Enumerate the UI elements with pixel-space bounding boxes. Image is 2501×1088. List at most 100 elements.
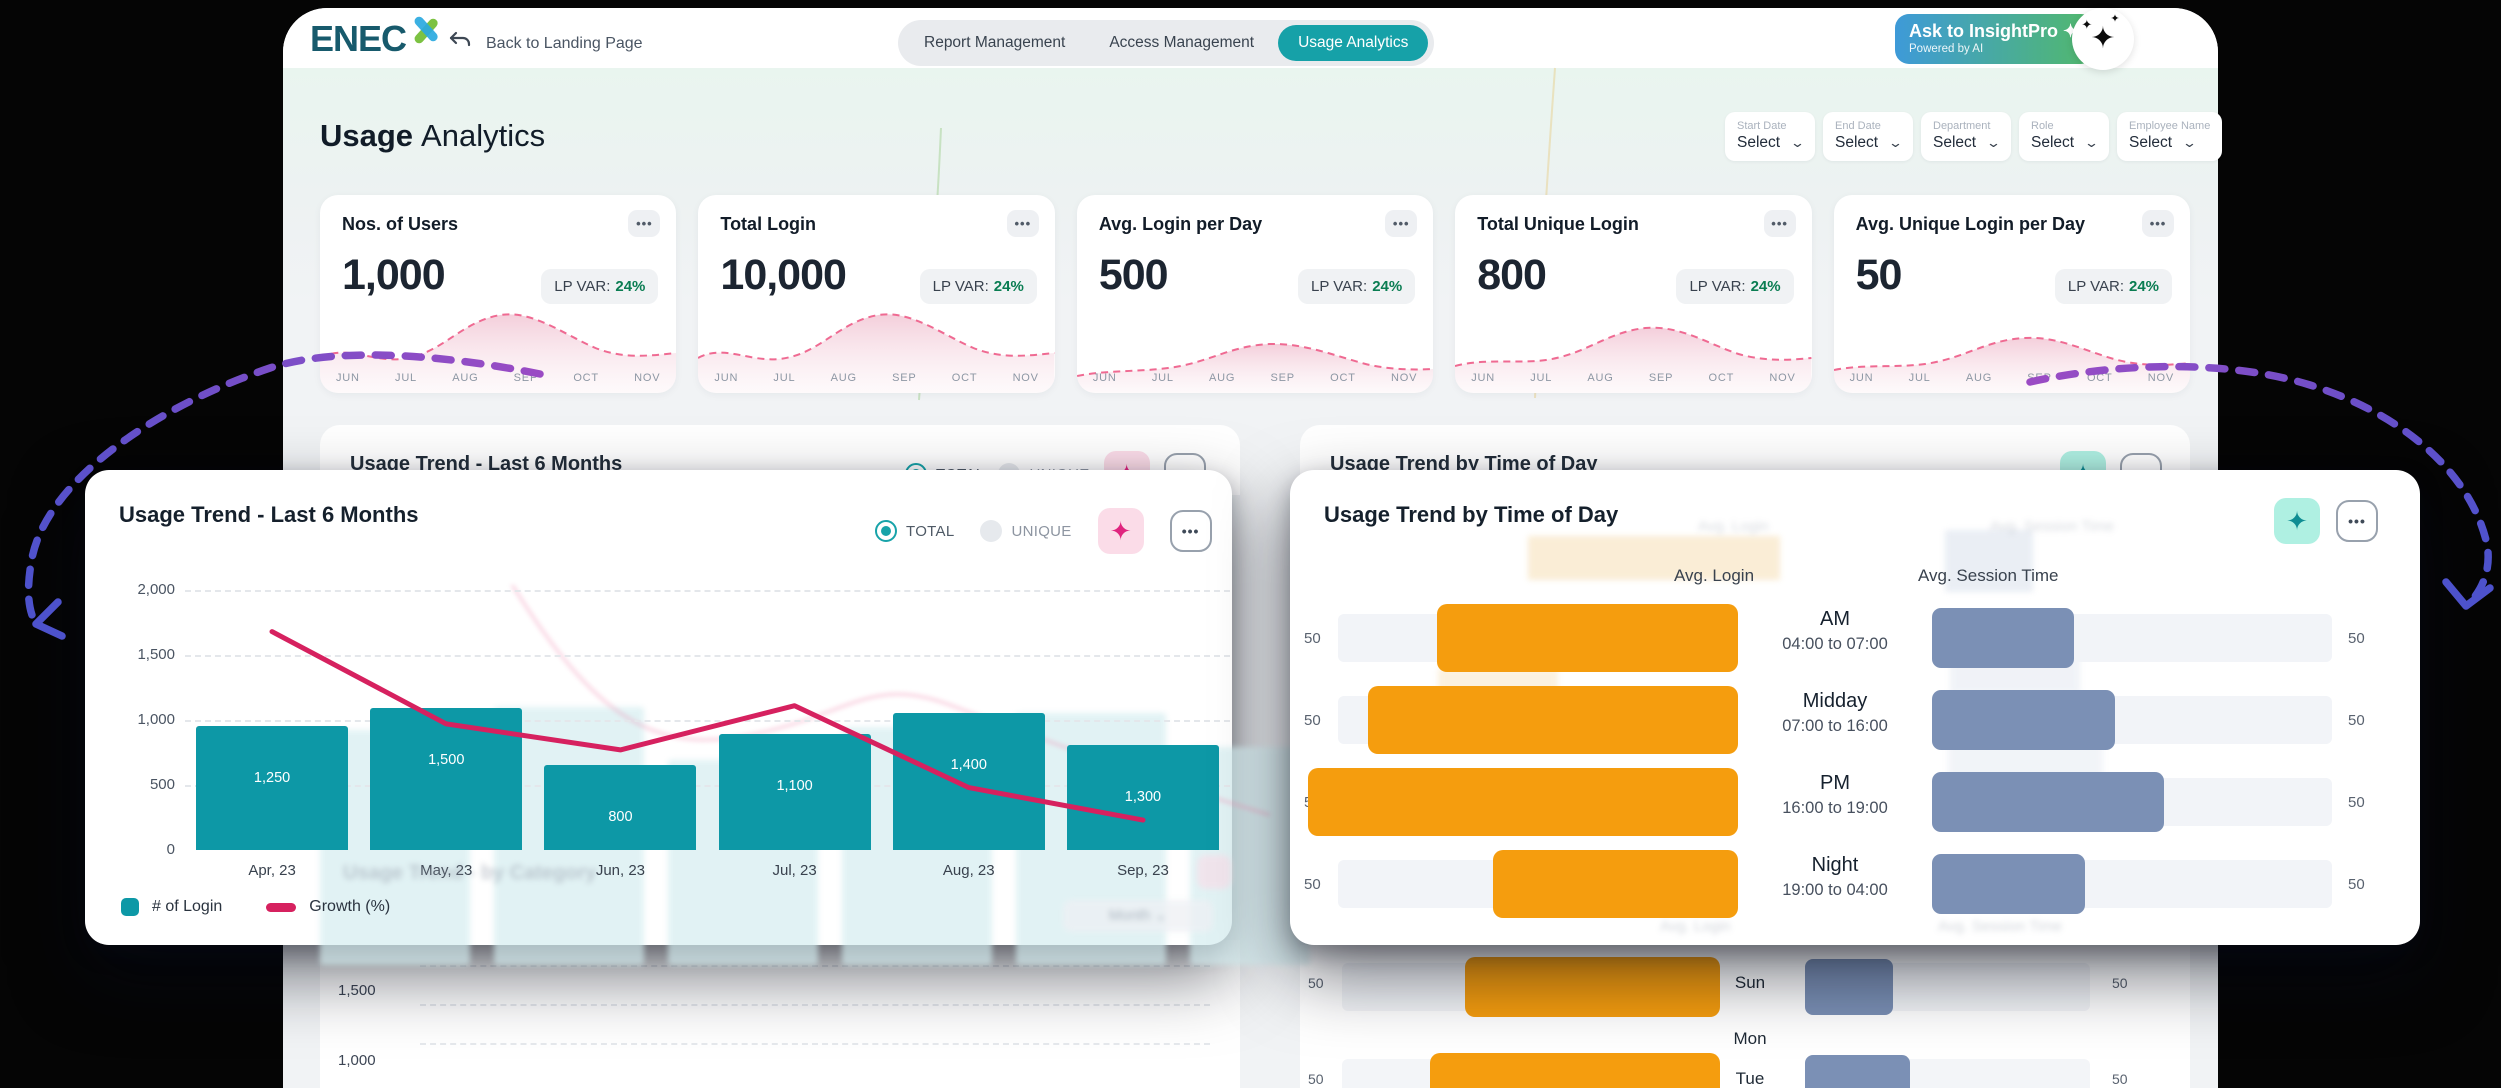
avg-session-bar: [1932, 690, 2115, 750]
avg-session-bar: [1932, 608, 2074, 668]
avg-login-bar: [1437, 604, 1738, 672]
popup-title: Usage Trend - Last 6 Months: [119, 502, 419, 527]
popup-usage-trend-last-6-months: Usage Trend - Last 6 Months TOTAL UNIQUE…: [85, 470, 1310, 965]
popup-usage-trend-time-of-day: Usage Trend by Time of Day ✦ ••• Avg. Lo…: [1290, 470, 2420, 945]
ghost-label: Avg. Session Time: [1990, 518, 2114, 535]
avg-session-column-header: Avg. Session Time: [1918, 566, 2059, 585]
y-tick: 1,500: [137, 646, 175, 663]
left-arrowhead: [32, 598, 66, 640]
ghost-label: Avg. Session Time: [1938, 918, 2062, 935]
powered-by-ai-label: Powered by AI: [1909, 43, 1984, 55]
right-arrowhead: [2442, 578, 2494, 610]
more-options-button[interactable]: •••: [1169, 510, 1212, 552]
avg-session-bar: [1932, 772, 2164, 832]
avg-login-column-header: Avg. Login: [1674, 566, 1755, 585]
kpi-value: 1,000: [342, 251, 446, 299]
bar-jul: 1,100: [718, 734, 871, 850]
radio-total[interactable]: TOTAL: [875, 520, 954, 542]
avg-login-bar: [1465, 957, 1720, 1017]
avg-session-bar: [1805, 959, 1893, 1015]
ask-insightpro-button[interactable]: Ask to InsightPro ✦ Powered by AI: [1895, 14, 2095, 64]
more-options-button[interactable]: •••: [628, 210, 661, 237]
more-options-button[interactable]: •••: [2336, 500, 2378, 542]
y-tick: 2,000: [137, 581, 175, 598]
popup-title: Usage Trend by Time of Day: [1324, 502, 1619, 527]
bar-chart-plot: 1,250 1,500 800 1,100 1,400 1,300: [185, 590, 1230, 850]
sparkline-months: JUN JUL AUG SEP OCT NOV: [1092, 372, 1418, 384]
ghost-label: Avg. Login: [1698, 518, 1769, 535]
enec-logo-text: ENEC: [310, 18, 407, 59]
kpi-card-avg-login-per-day: Avg. Login per Day ••• 500 LP VAR: 24% JU…: [1076, 195, 1434, 393]
more-options-button[interactable]: •••: [1763, 210, 1796, 237]
ai-sparkle-button[interactable]: ✦: [2274, 498, 2320, 544]
lp-var-badge: LP VAR: 24%: [1298, 269, 1416, 304]
ask-insightpro-label: Ask to InsightPro ✦: [1909, 21, 2079, 41]
bar-sep: 1,300: [1066, 745, 1219, 850]
time-row-night: 50 Night 19:00 to 04:00 50: [1290, 850, 2420, 918]
main-nav-tabs: Report Management Access Management Usag…: [898, 20, 1435, 66]
avg-login-bar: [1368, 686, 1738, 754]
y-tick: 500: [149, 776, 175, 793]
avg-session-bar: [1932, 854, 2085, 914]
sparkline-months: JUN JUL AUG SEP OCT NOV: [714, 372, 1039, 384]
filter-start-date[interactable]: Start Date Select ⌄: [1725, 112, 1815, 161]
filter-department[interactable]: Department Select ⌄: [1921, 112, 2011, 161]
sparkline-months: JUN JUL AUG SEP OCT NOV: [1471, 372, 1796, 384]
lp-var-badge: LP VAR: 24%: [1676, 269, 1794, 304]
time-row-midday: 50 Midday 07:00 to 16:00 50: [1290, 686, 2420, 754]
ghost-label: Avg. Login: [1660, 918, 1731, 935]
kpi-card-row: Nos. of Users ••• 1,000 LP VAR: 24% JUN JU…: [320, 195, 2191, 393]
radio-unique[interactable]: UNIQUE: [980, 520, 1071, 542]
enec-logo: ENEC: [310, 16, 442, 59]
tab-access-management[interactable]: Access Management: [1109, 34, 1255, 51]
kpi-sparkline: [1076, 342, 1434, 393]
more-options-button[interactable]: •••: [2142, 210, 2175, 237]
growth-legend-line: [266, 902, 297, 912]
background-card-day-of-week: 50 Sun 50 Mon 50 Tue 50: [1300, 945, 2190, 1088]
more-options-button[interactable]: •••: [1385, 210, 1418, 237]
background-card-by-category: 1,500 1,000: [320, 940, 1240, 1088]
chevron-down-icon: ⌄: [1789, 135, 1806, 150]
login-legend-swatch: [121, 898, 139, 916]
lp-var-badge: LP VAR: 24%: [541, 269, 659, 304]
lp-var-badge: LP VAR: 24%: [919, 269, 1037, 304]
kpi-value: 10,000: [720, 251, 847, 299]
kpi-card-total-unique-login: Total Unique Login ••• 800 LP VAR: 24% JU…: [1455, 195, 1812, 393]
sparkline-months: JUN JUL AUG SEP OCT NOV: [336, 372, 661, 384]
sparkles-icon: ✦ ✦ ✦: [2081, 13, 2120, 55]
page-title: Usage Analytics: [320, 118, 546, 153]
back-arrow-icon: [448, 30, 472, 57]
chevron-down-icon: ⌄: [1985, 135, 2002, 150]
kpi-sparkline: [698, 313, 1055, 393]
ai-sparkles-button[interactable]: ✦ ✦ ✦: [2072, 8, 2134, 70]
kpi-value: 800: [1477, 251, 1547, 299]
filter-end-date[interactable]: End Date Select ⌄: [1823, 112, 1913, 161]
sparkline-months: JUN JUL AUG SEP OCT NOV: [1849, 372, 2175, 384]
filter-role[interactable]: Role Select ⌄: [2019, 112, 2109, 161]
ai-sparkle-button[interactable]: ✦: [1097, 508, 1144, 554]
kpi-card-nos-of-users: Nos. of Users ••• 1,000 LP VAR: 24% JUN JU…: [320, 195, 677, 393]
kpi-title: Nos. of Users: [342, 214, 459, 234]
filter-employee-name[interactable]: Employee Name Select ⌄: [2117, 112, 2223, 161]
kpi-value: 50: [1855, 251, 1903, 299]
enec-logo-x-icon: [408, 16, 442, 55]
avg-login-bar: [1308, 768, 1738, 836]
back-to-landing-button[interactable]: Back to Landing Page: [448, 30, 643, 57]
y-tick: 1,000: [137, 711, 175, 728]
bar-aug: 1,400: [892, 713, 1045, 850]
tab-usage-analytics[interactable]: Usage Analytics: [1278, 25, 1429, 61]
time-row-am: 50 AM 04:00 to 07:00 50: [1290, 604, 2420, 672]
chevron-down-icon: ⌄: [2181, 135, 2198, 150]
kpi-sparkline: [1455, 326, 1812, 393]
avg-login-bar: [1493, 850, 1738, 918]
tab-report-management[interactable]: Report Management: [924, 34, 1066, 51]
x-axis-labels: Apr, 23 May, 23 Jun, 23 Jul, 23 Aug, 23 Sep…: [248, 862, 1169, 879]
kpi-card-avg-unique-login-per-day: Avg. Unique Login per Day ••• 50 LP VAR:…: [1833, 195, 2191, 393]
kpi-card-total-login: Total Login ••• 10,000 LP VAR: 24% JUN JUL…: [698, 195, 1055, 393]
kpi-title: Avg. Unique Login per Day: [1855, 214, 2085, 234]
kpi-value: 500: [1098, 251, 1169, 299]
ghost-month-dropdown: Month ⌄: [1063, 900, 1213, 932]
y-tick: 0: [166, 841, 175, 858]
more-options-button[interactable]: •••: [1006, 210, 1039, 237]
